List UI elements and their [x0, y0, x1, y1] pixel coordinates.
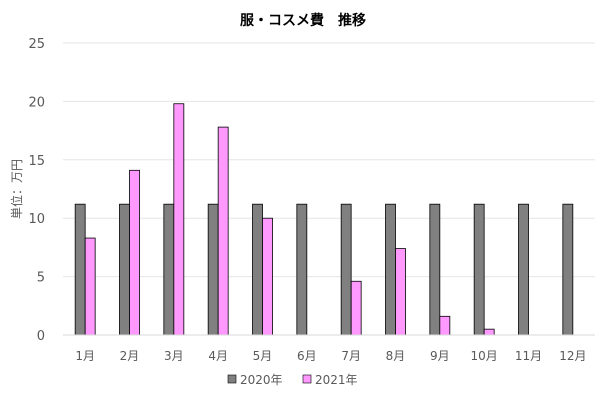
bar — [483, 328, 495, 336]
bar — [163, 203, 175, 336]
y-tick-label: 10 — [28, 212, 45, 227]
bar — [562, 203, 574, 336]
bar — [217, 126, 229, 336]
bar — [350, 280, 362, 336]
x-tick-label: 1月 — [75, 349, 95, 363]
x-tick-label: 11月 — [515, 349, 542, 363]
bar — [518, 203, 529, 336]
x-tick-label: 10月 — [471, 349, 498, 363]
bar — [473, 203, 485, 336]
bar — [119, 203, 130, 336]
x-tick-label: 8月 — [386, 349, 406, 363]
y-tick-label: 20 — [28, 95, 45, 110]
bar — [252, 203, 263, 336]
bar — [129, 169, 140, 336]
bar — [385, 203, 396, 336]
legend-label: 2020年 — [240, 373, 283, 387]
bar — [429, 203, 441, 336]
chart-title: 服・コスメ費 推移 — [240, 12, 366, 29]
legend-swatch — [302, 374, 312, 384]
legend-label: 2021年 — [315, 373, 358, 387]
x-tick-label: 12月 — [559, 349, 586, 363]
legend: 2020年 2021年 — [227, 373, 358, 387]
y-tick-label: 5 — [37, 271, 45, 286]
x-tick-label: 9月 — [430, 349, 450, 363]
x-tick-label: 7月 — [341, 349, 361, 363]
bar — [340, 203, 352, 336]
x-axis-ticks: 1月 2月 3月 4月 5月 6月 7月 8月 9月 10月 11月 12月 — [75, 349, 586, 363]
bar — [296, 203, 308, 336]
bar — [207, 203, 219, 336]
bar — [395, 248, 406, 336]
bars — [74, 103, 574, 336]
legend-swatch — [227, 374, 237, 384]
bar — [74, 203, 86, 336]
x-tick-label: 3月 — [164, 349, 184, 363]
bar — [173, 103, 185, 336]
bar — [84, 237, 96, 336]
y-axis-ticks: 0 5 10 15 20 25 — [28, 37, 45, 344]
x-tick-label: 5月 — [253, 349, 273, 363]
bar — [262, 217, 273, 336]
y-axis-label: 単位：万円 — [9, 159, 24, 219]
gridlines — [63, 42, 595, 278]
x-tick-label: 2月 — [120, 349, 140, 363]
x-tick-label: 6月 — [297, 349, 317, 363]
x-tick-label: 4月 — [208, 349, 228, 363]
bar — [439, 315, 451, 336]
y-tick-label: 15 — [28, 154, 45, 169]
y-tick-label: 0 — [37, 329, 45, 344]
y-tick-label: 25 — [28, 37, 45, 52]
